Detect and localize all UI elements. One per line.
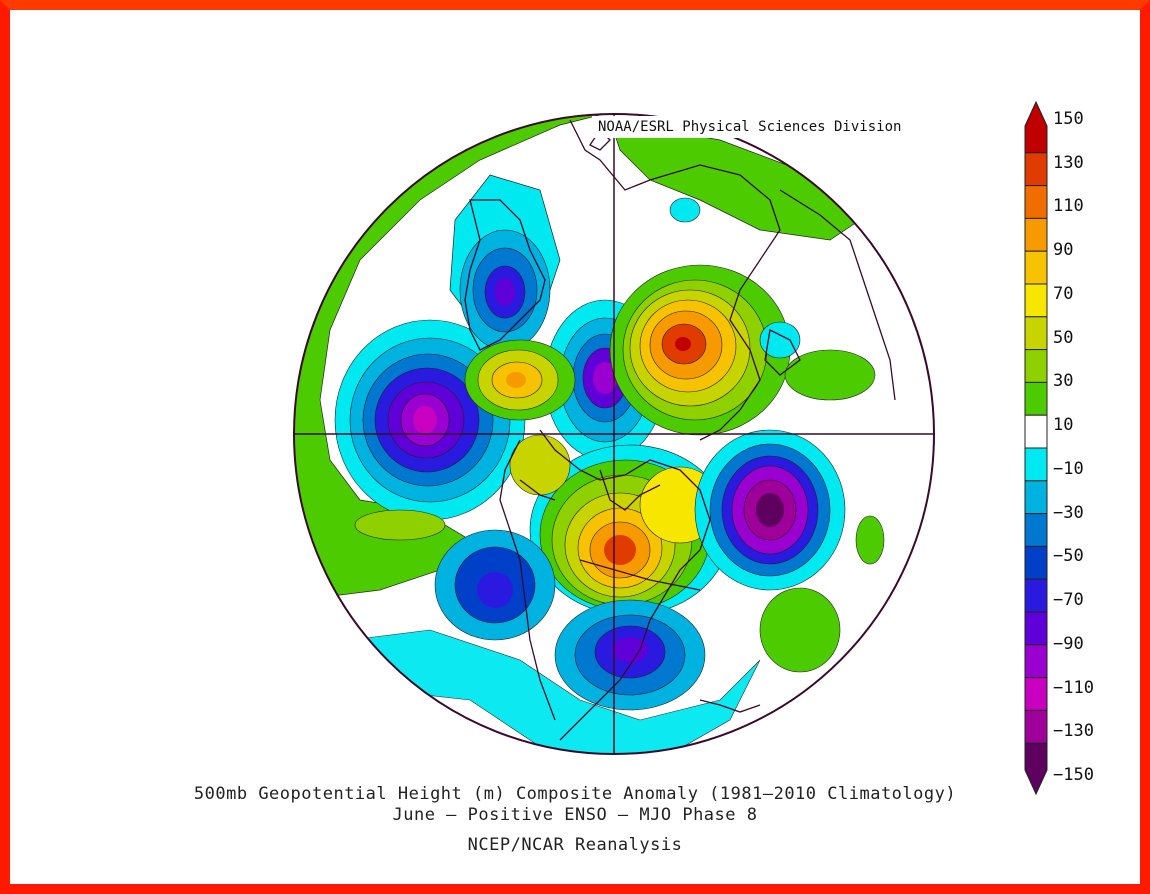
colorbar-segment (1024, 709, 1048, 744)
colorbar-segment (1024, 250, 1048, 285)
low-north (459, 229, 551, 351)
colorbar-label: −90 (1053, 633, 1084, 654)
colorbar-label: 90 (1053, 240, 1074, 261)
colorbar-segment (1024, 316, 1048, 351)
colorbar-segment (1024, 644, 1048, 679)
colorbar-label: 10 (1053, 415, 1074, 436)
colorbar-segment (1024, 381, 1048, 416)
colorbar-segment (1024, 349, 1048, 383)
map-boundary (293, 113, 935, 755)
colorbar-segment (1024, 578, 1048, 613)
colorbar-label: −110 (1053, 677, 1094, 698)
colorbar-segment (1024, 677, 1048, 711)
low-west (334, 319, 526, 521)
credit-label: NOAA/ESRL Physical Sciences Division (592, 116, 908, 138)
colorbar-label: 130 (1053, 152, 1084, 173)
colorbar-segment (1024, 414, 1048, 449)
high-japan (464, 339, 576, 421)
colorbar-label: 30 (1053, 371, 1074, 392)
colorbar-label: 50 (1053, 327, 1074, 348)
colorbar-segment (1024, 513, 1048, 547)
colorbar-segment (1024, 545, 1048, 580)
colorbar-label: −70 (1053, 590, 1084, 611)
colorbar (1024, 100, 1048, 796)
colorbar-segment (1024, 611, 1048, 646)
low-atlantic (694, 429, 846, 591)
caption-line-1: 500mb Geopotential Height (m) Composite … (193, 784, 957, 804)
colorbar-label: −50 (1053, 546, 1084, 567)
colorbar-label: 150 (1053, 109, 1084, 129)
colorbar-segment (1024, 283, 1048, 318)
colorbar-top-arrow (1024, 100, 1048, 154)
colorbar-label: 110 (1053, 196, 1084, 217)
colorbar-segment (1024, 152, 1048, 187)
colorbar-label: −130 (1053, 721, 1094, 742)
colorbar-label: 70 (1053, 283, 1074, 304)
colorbar-label: −10 (1053, 458, 1084, 479)
coastlines (464, 119, 896, 741)
colorbar-segment (1024, 480, 1048, 515)
caption-line-3: NCEP/NCAR Reanalysis (467, 835, 683, 855)
caption-line-2: June – Positive ENSO – MJO Phase 8 (392, 805, 758, 825)
colorbar-label: −150 (1053, 765, 1094, 785)
colorbar-label: −30 (1053, 502, 1084, 523)
colorbar-bottom-arrow (1024, 742, 1048, 796)
colorbar-segment (1024, 447, 1048, 482)
colorbar-segment (1024, 185, 1048, 219)
colorbar-segment (1024, 217, 1048, 252)
high-north-america (529, 444, 731, 616)
